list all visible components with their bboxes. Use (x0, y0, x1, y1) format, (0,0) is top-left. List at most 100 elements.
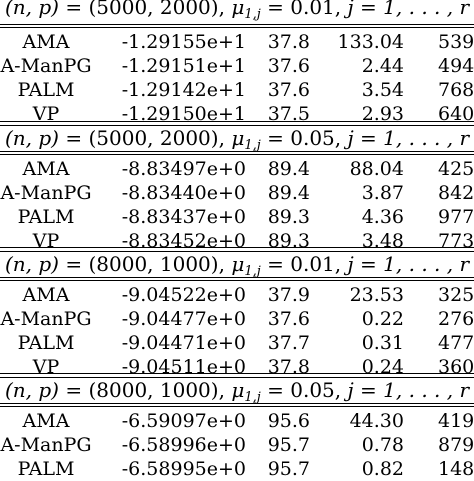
objective-cell: -6.58995e+0 (121, 458, 246, 480)
header-mu: 0.05 (290, 126, 335, 150)
sparsity-cell: 89.3 (267, 230, 310, 252)
sparsity-cell: 95.6 (267, 410, 310, 432)
time-cell: 3.87 (361, 182, 404, 204)
iter-cell: 768 (438, 79, 474, 101)
time-cell: 23.53 (349, 284, 404, 306)
block-header: (n, p) = (5000, 2000), μ1,j = 0.05, j = … (4, 126, 470, 153)
table-row: A-ManPG -9.04477e+0 37.6 0.22 276 (0, 307, 474, 331)
time-cell: 0.82 (361, 458, 404, 480)
header-rule (0, 154, 474, 155)
block-header: (n, p) = (8000, 1000), μ1,j = 0.05, j = … (4, 378, 470, 405)
objective-cell: -8.83437e+0 (121, 206, 246, 228)
sparsity-cell: 37.5 (267, 103, 310, 125)
iter-cell: 879 (438, 434, 474, 456)
objective-cell: -1.29142e+1 (121, 79, 246, 101)
header-j-range: j = 1, . . . , r (347, 252, 470, 276)
method-cell: PALM (17, 332, 75, 354)
table-row: PALM -8.83437e+0 89.3 4.36 977 (0, 205, 474, 229)
sparsity-cell: 37.8 (267, 31, 310, 53)
block-bottom-rule (0, 247, 474, 248)
iter-cell: 477 (438, 332, 474, 354)
objective-cell: -8.83452e+0 (121, 230, 246, 252)
method-cell: A-ManPG (0, 55, 92, 77)
block-bottom-rule (0, 373, 474, 374)
header-np: (8000, 1000) (88, 252, 219, 276)
sparsity-cell: 89.4 (267, 182, 310, 204)
time-cell: 44.30 (349, 410, 404, 432)
table-row: VP -1.29150e+1 37.5 2.93 640 (0, 102, 474, 126)
time-cell: 3.48 (361, 230, 404, 252)
method-cell: VP (32, 230, 60, 252)
header-rule (0, 27, 474, 28)
method-cell: A-ManPG (0, 434, 92, 456)
sparsity-cell: 37.6 (267, 79, 310, 101)
header-rule (0, 24, 474, 25)
sparsity-cell: 37.6 (267, 308, 310, 330)
method-cell: AMA (22, 158, 70, 180)
iter-cell: 360 (438, 356, 474, 378)
method-cell: VP (32, 103, 60, 125)
table-row: A-ManPG -1.29151e+1 37.6 2.44 4943 (0, 54, 474, 78)
header-mu: 0.01 (290, 0, 335, 19)
block-bottom-rule (0, 121, 474, 122)
objective-cell: -1.29155e+1 (121, 31, 246, 53)
sparsity-cell: 89.4 (267, 158, 310, 180)
time-cell: 4.36 (361, 206, 404, 228)
iter-cell: 325 (438, 284, 474, 306)
block-top-rule (0, 251, 474, 252)
table-row: AMA -6.59097e+0 95.6 44.30 419 (0, 409, 474, 433)
time-cell: 0.31 (361, 332, 404, 354)
method-cell: VP (32, 356, 60, 378)
iter-cell: 842 (438, 182, 474, 204)
objective-cell: -1.29151e+1 (121, 55, 246, 77)
table-row: A-ManPG -6.58996e+0 95.7 0.78 879 (0, 433, 474, 457)
sparsity-cell: 89.3 (267, 206, 310, 228)
header-np: (5000, 2000) (88, 0, 219, 19)
objective-cell: -9.04522e+0 (121, 284, 246, 306)
time-cell: 88.04 (349, 158, 404, 180)
time-cell: 0.78 (361, 434, 404, 456)
block-header: (n, p) = (5000, 2000), μ1,j = 0.01, j = … (0, 0, 474, 21)
iter-cell: 1486 (438, 458, 474, 480)
table-row: VP -8.83452e+0 89.3 3.48 773 (0, 229, 474, 253)
sparsity-cell: 95.7 (267, 434, 310, 456)
table-row: A-ManPG -8.83440e+0 89.4 3.87 842 (0, 181, 474, 205)
header-j-range: j = 1, . . . , r (347, 0, 470, 19)
iter-cell: 539 (438, 31, 474, 53)
header-rule (0, 277, 474, 278)
time-cell: 3.54 (361, 79, 404, 101)
objective-cell: -6.58996e+0 (121, 434, 246, 456)
objective-cell: -9.04477e+0 (121, 308, 246, 330)
objective-cell: -6.59097e+0 (121, 410, 246, 432)
method-cell: AMA (22, 284, 70, 306)
objective-cell: -8.83440e+0 (121, 182, 246, 204)
header-mu: 0.05 (290, 378, 335, 402)
table-row: PALM -9.04471e+0 37.7 0.31 477 (0, 331, 474, 355)
objective-cell: -1.29150e+1 (121, 103, 246, 125)
method-cell: PALM (17, 79, 75, 101)
objective-cell: -9.04511e+0 (121, 356, 246, 378)
objective-cell: -9.04471e+0 (121, 332, 246, 354)
block-header: (n, p) = (8000, 1000), μ1,j = 0.01, j = … (4, 252, 470, 279)
iter-cell: 419 (438, 410, 474, 432)
header-mu: 0.01 (290, 252, 335, 276)
time-cell: 0.22 (361, 308, 404, 330)
header-rule (0, 280, 474, 281)
table-row: AMA -9.04522e+0 37.9 23.53 325 (0, 283, 474, 307)
iter-cell: 773 (438, 230, 474, 252)
method-cell: AMA (22, 31, 70, 53)
time-cell: 2.93 (361, 103, 404, 125)
header-rule (0, 406, 474, 407)
block-top-rule (0, 377, 474, 378)
header-j-range: j = 1, . . . , r (347, 378, 470, 402)
iter-cell: 425 (438, 158, 474, 180)
iter-cell: 977 (438, 206, 474, 228)
table-row: PALM -6.58995e+0 95.7 0.82 1486 (0, 457, 474, 481)
time-cell: 2.44 (361, 55, 404, 77)
header-rule (0, 403, 474, 404)
sparsity-cell: 37.9 (267, 284, 310, 306)
method-cell: A-ManPG (0, 182, 92, 204)
method-cell: A-ManPG (0, 308, 92, 330)
table-row: AMA -1.29155e+1 37.8 133.04 539 (0, 30, 474, 54)
table-row: PALM -1.29142e+1 37.6 3.54 768 (0, 78, 474, 102)
